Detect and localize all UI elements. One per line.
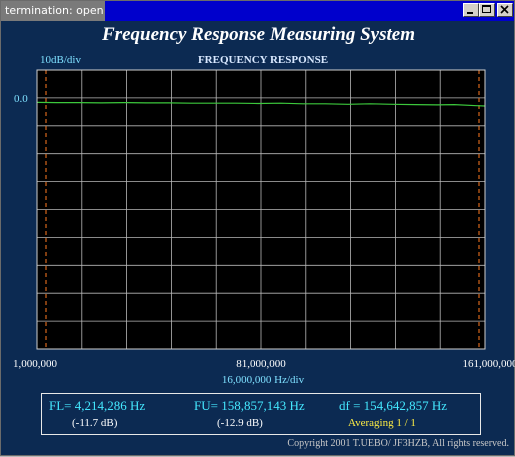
y-ref-label: 0.0	[14, 93, 28, 105]
averaging-readout: Averaging 1 / 1	[348, 417, 416, 429]
fu-db-readout: (-12.9 dB)	[217, 417, 263, 429]
x-tick-label: 1,000,000	[13, 358, 58, 370]
fl-readout: FL= 4,214,286 Hz	[49, 398, 145, 414]
fl-db-readout: (-11.7 dB)	[72, 417, 117, 429]
x-tick-labels: 1,000,000 81,000,000 161,000,000	[13, 358, 515, 370]
x-tick-label: 81,000,000	[236, 358, 286, 370]
x-per-div-label: 16,000,000 Hz/div	[1, 374, 515, 386]
df-readout: df = 154,642,857 Hz	[339, 398, 447, 414]
readout-panel: FL= 4,214,286 Hz (-11.7 dB) FU= 158,857,…	[41, 393, 481, 435]
x-tick-label: 161,000,000	[463, 358, 515, 370]
copyright: Copyright 2001 T.UEBO/ JF3HZB, All right…	[1, 438, 509, 449]
fu-readout: FU= 158,857,143 Hz	[194, 398, 305, 414]
